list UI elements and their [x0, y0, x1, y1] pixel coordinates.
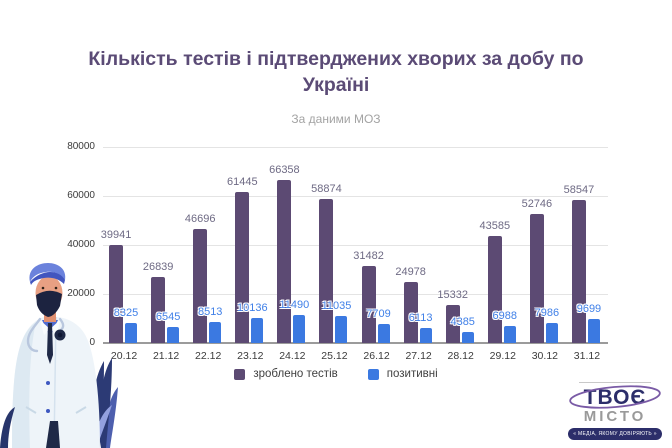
y-axis-label: 80000 — [67, 141, 95, 152]
x-axis-label: 31.12 — [573, 350, 601, 362]
x-axis-label: 21.12 — [152, 350, 180, 362]
bar-positive — [251, 318, 264, 343]
bar-label-tests: 46696 — [184, 212, 216, 225]
bar-positive — [125, 322, 138, 343]
bar-label-positive: 6545 — [155, 310, 181, 323]
bar-label-positive: 9699 — [576, 303, 602, 316]
legend: зроблено тестів позитивні — [0, 368, 672, 380]
bar-tests — [487, 236, 502, 343]
stethoscope-icon — [26, 317, 66, 353]
legend-label: зроблено тестів — [253, 368, 338, 380]
x-axis-label: 25.12 — [321, 350, 348, 362]
y-axis-label: 60000 — [67, 190, 95, 201]
masked-doctor-illustration — [0, 263, 118, 448]
y-axis-label: 0 — [89, 337, 95, 348]
bar-tests — [319, 198, 334, 343]
bar-tests — [403, 281, 418, 343]
bar-label-tests: 58874 — [311, 182, 342, 195]
bar-positive — [545, 323, 558, 343]
tvoe-misto-logo: ТВОЄ МІСТО « МЕДІА, ЯКОМУ ДОВІРЯЮТЬ » — [568, 382, 662, 440]
legend-item: зроблено тестів — [234, 368, 338, 380]
bar-positive — [377, 324, 390, 343]
plot-area: 0 20000 40000 60000 80000 39941 8325 20.12 26839… — [67, 141, 608, 362]
bar-label-tests: 43585 — [479, 220, 511, 233]
bar-label-positive: 8325 — [113, 306, 139, 319]
x-axis-label: 20.12 — [110, 350, 138, 362]
bar-label-positive: 6988 — [492, 309, 518, 322]
bar-positive — [293, 314, 306, 343]
chart-title: Кількість тестів і підтверджених хворих … — [88, 48, 584, 96]
bar-tests — [445, 305, 460, 343]
bar-label-tests: 61445 — [226, 176, 258, 189]
bar-label-positive: 11490 — [279, 298, 310, 311]
bar-tests — [571, 199, 586, 343]
logo-tagline: « МЕДІА, ЯКОМУ ДОВІРЯЮТЬ » — [568, 428, 662, 440]
bar-label-positive: 8513 — [197, 306, 223, 319]
logo-text-tvoe: ТВОЄ — [583, 386, 647, 409]
bar-label-positive: 7986 — [534, 307, 560, 320]
bar-label-tests: 39941 — [100, 229, 132, 242]
bar-tests — [151, 277, 166, 343]
surgical-cap-icon — [29, 263, 66, 282]
x-axis-label: 23.12 — [237, 350, 264, 362]
x-axis-label: 27.12 — [405, 350, 432, 362]
legend-label: позитивні — [386, 368, 438, 380]
doctor-tie — [47, 323, 53, 364]
bar-positive — [587, 319, 600, 343]
bar-positive — [503, 325, 516, 343]
logo-text-misto: МІСТО — [583, 408, 647, 425]
bar-label-tests: 58547 — [563, 183, 595, 196]
bar-tests — [361, 265, 376, 343]
bar-positive — [209, 322, 222, 343]
x-axis-label: 24.12 — [279, 350, 306, 362]
bar-positive — [335, 315, 348, 343]
gridline — [103, 196, 608, 197]
bar-label-positive: 11035 — [321, 299, 352, 312]
legend-swatch — [234, 368, 246, 380]
bar-tests — [193, 228, 208, 343]
bar-tests — [235, 192, 250, 343]
gridline — [103, 294, 608, 295]
bar-label-tests: 15332 — [437, 289, 468, 302]
face-mask-icon — [36, 290, 62, 317]
x-axis-label: 28.12 — [447, 350, 474, 362]
legend-swatch — [367, 368, 379, 380]
bar-label-tests: 31482 — [353, 249, 384, 262]
legend-item: позитивні — [367, 368, 438, 380]
logo-divider — [579, 382, 651, 383]
gridline — [103, 245, 608, 246]
x-axis-label: 26.12 — [363, 350, 390, 362]
bar-label-tests: 66358 — [269, 164, 300, 177]
bar-positive — [167, 326, 180, 343]
y-axis-label: 40000 — [67, 239, 95, 250]
bar-label-positive: 7709 — [366, 308, 391, 321]
bar-tests — [529, 213, 544, 343]
bar-positive — [419, 328, 432, 343]
bar-label-tests: 52746 — [521, 197, 553, 210]
gridline — [103, 147, 608, 148]
bar-label-positive: 6113 — [408, 312, 433, 325]
chart-subtitle: За даними МОЗ — [291, 112, 381, 126]
bar-label-tests: 26839 — [142, 261, 174, 274]
x-axis-label: 22.12 — [195, 350, 222, 362]
y-axis-label: 20000 — [67, 288, 95, 299]
bar-label-tests: 24978 — [395, 265, 426, 278]
bar-label-positive: 4385 — [450, 316, 475, 329]
x-axis-label: 30.12 — [531, 350, 558, 362]
title-wrap: Кількість тестів і підтверджених хворих … — [0, 46, 672, 98]
bar-positive — [461, 332, 474, 343]
logo-line1: ТВОЄ — [568, 385, 662, 409]
bar-tests — [277, 180, 292, 343]
bar-label-positive: 10136 — [236, 302, 268, 315]
x-axis-line — [103, 342, 608, 344]
bar-tests — [109, 245, 124, 343]
x-axis-label: 29.12 — [489, 350, 516, 362]
